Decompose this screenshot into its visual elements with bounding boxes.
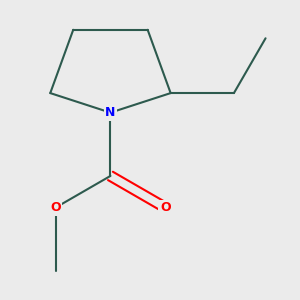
Text: N: N (105, 106, 116, 119)
Text: O: O (50, 201, 61, 214)
Text: O: O (160, 201, 171, 214)
